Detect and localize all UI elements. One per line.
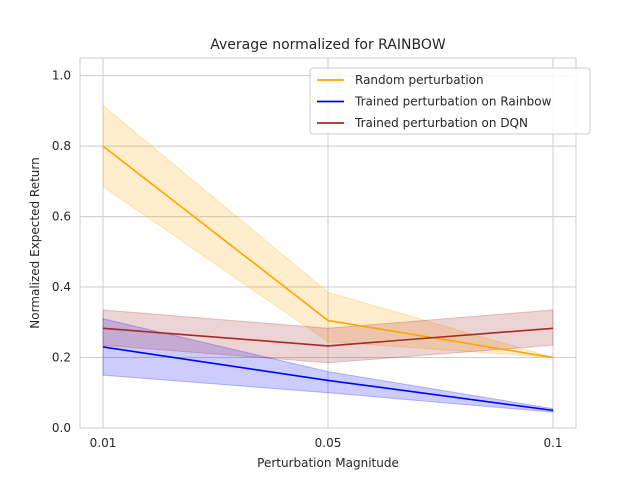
y-tick-label: 0.2 bbox=[52, 351, 71, 365]
x-tick-label: 0.01 bbox=[90, 436, 117, 450]
legend-label: Trained perturbation on Rainbow bbox=[354, 95, 552, 109]
legend-label: Trained perturbation on DQN bbox=[354, 116, 528, 130]
confidence-band-0 bbox=[102, 104, 554, 359]
series-lines bbox=[102, 145, 554, 412]
x-tick-label: 0.05 bbox=[315, 436, 342, 450]
series-line-1 bbox=[102, 346, 554, 412]
series-line-2 bbox=[102, 327, 554, 347]
confidence-band-1 bbox=[102, 318, 554, 413]
confidence-bands bbox=[102, 104, 554, 413]
y-tick-label: 0.0 bbox=[52, 421, 71, 435]
y-tick-label: 0.6 bbox=[52, 210, 71, 224]
chart-title: Average normalized for RAINBOW bbox=[210, 37, 446, 53]
legend-label: Random perturbation bbox=[355, 73, 484, 87]
y-tick-label: 1.0 bbox=[52, 69, 71, 83]
legend: Random perturbation Trained perturbation … bbox=[309, 67, 591, 135]
y-tick-labels: 0.0 0.2 0.4 0.6 0.8 1.0 bbox=[52, 69, 71, 435]
y-axis-label: Normalized Expected Return bbox=[28, 157, 42, 329]
confidence-band-2 bbox=[102, 309, 554, 364]
series-line-0 bbox=[102, 145, 554, 359]
y-tick-label: 0.8 bbox=[52, 139, 71, 153]
x-axis-label: Perturbation Magnitude bbox=[257, 456, 399, 470]
x-tick-label: 0.1 bbox=[543, 436, 562, 450]
legend-box bbox=[309, 67, 591, 135]
y-tick-label: 0.4 bbox=[52, 280, 71, 294]
x-tick-labels: 0.01 0.05 0.1 bbox=[90, 436, 563, 450]
